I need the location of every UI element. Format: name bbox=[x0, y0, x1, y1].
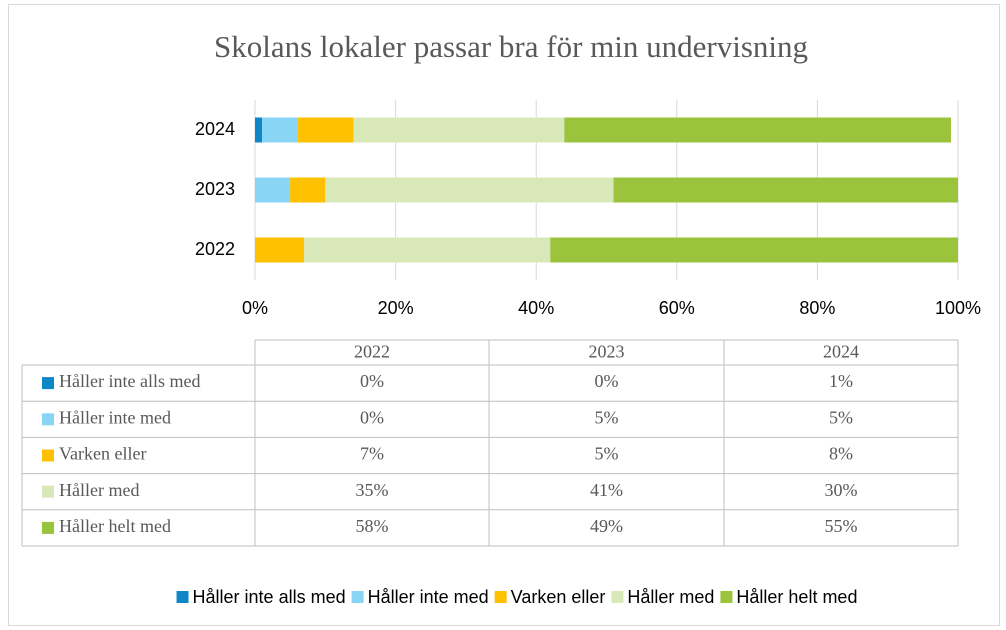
table-cell: 0% bbox=[360, 407, 384, 427]
table-cell: 30% bbox=[825, 480, 858, 500]
x-tick-label: 20% bbox=[378, 298, 414, 318]
table-cell: 35% bbox=[356, 480, 389, 500]
table-legend-key bbox=[42, 485, 54, 498]
table-legend-key bbox=[42, 413, 54, 426]
table-cell: 0% bbox=[360, 371, 384, 391]
table-cell: 49% bbox=[590, 516, 623, 536]
legend-key bbox=[494, 591, 507, 603]
table-cell: 5% bbox=[595, 444, 619, 464]
bar-segment bbox=[564, 117, 951, 143]
bar-segment bbox=[255, 237, 305, 263]
table-header: 2022 bbox=[354, 342, 390, 362]
bar-segment bbox=[353, 117, 565, 143]
bar-segment bbox=[262, 117, 298, 143]
table-row-label: Håller inte med bbox=[59, 407, 171, 427]
table-legend-key bbox=[42, 521, 54, 534]
bar-segment bbox=[255, 177, 291, 203]
y-tick-label: 2023 bbox=[195, 179, 235, 199]
table-header: 2024 bbox=[823, 342, 859, 362]
x-tick-label: 60% bbox=[659, 298, 695, 318]
legend-label: Håller inte med bbox=[368, 587, 489, 607]
legend-label: Håller med bbox=[627, 587, 714, 607]
table-row-label: Varken eller bbox=[59, 444, 146, 464]
bar-segment bbox=[255, 117, 263, 143]
x-tick-label: 0% bbox=[242, 298, 268, 318]
y-tick-label: 2024 bbox=[195, 119, 235, 139]
bar-segment bbox=[297, 117, 354, 143]
legend-key bbox=[176, 591, 189, 603]
bar-segment bbox=[613, 177, 958, 203]
table-cell: 7% bbox=[360, 444, 384, 464]
table-cell: 5% bbox=[829, 407, 853, 427]
table-cell: 41% bbox=[590, 480, 623, 500]
legend-label: Håller inte alls med bbox=[193, 587, 346, 607]
legend-label: Varken eller bbox=[511, 587, 606, 607]
table-cell: 58% bbox=[356, 516, 389, 536]
bar-segment bbox=[325, 177, 614, 203]
bar-segment bbox=[304, 237, 551, 263]
chart-title: Skolans lokaler passar bra för min under… bbox=[214, 29, 808, 64]
chart-border bbox=[8, 4, 1000, 626]
table-row-label: Håller med bbox=[59, 480, 139, 500]
table-cell: 0% bbox=[595, 371, 619, 391]
bar-segment bbox=[290, 177, 326, 203]
x-tick-label: 80% bbox=[799, 298, 835, 318]
table-row-label: Håller inte alls med bbox=[59, 371, 200, 391]
table-cell: 5% bbox=[595, 407, 619, 427]
table-header: 2023 bbox=[589, 342, 625, 362]
x-tick-label: 40% bbox=[518, 298, 554, 318]
table-cell: 55% bbox=[825, 516, 858, 536]
table-legend-key bbox=[42, 377, 54, 390]
table-row-label: Håller helt med bbox=[59, 516, 171, 536]
legend-label: Håller helt med bbox=[736, 587, 857, 607]
legend-key bbox=[611, 591, 624, 603]
table-legend-key bbox=[42, 449, 54, 462]
legend-key bbox=[351, 591, 364, 603]
bar-segment bbox=[550, 237, 958, 263]
legend-key bbox=[720, 591, 733, 603]
table-cell: 8% bbox=[829, 444, 853, 464]
table-cell: 1% bbox=[829, 371, 853, 391]
x-tick-label: 100% bbox=[935, 298, 981, 318]
y-tick-label: 2022 bbox=[195, 239, 235, 259]
